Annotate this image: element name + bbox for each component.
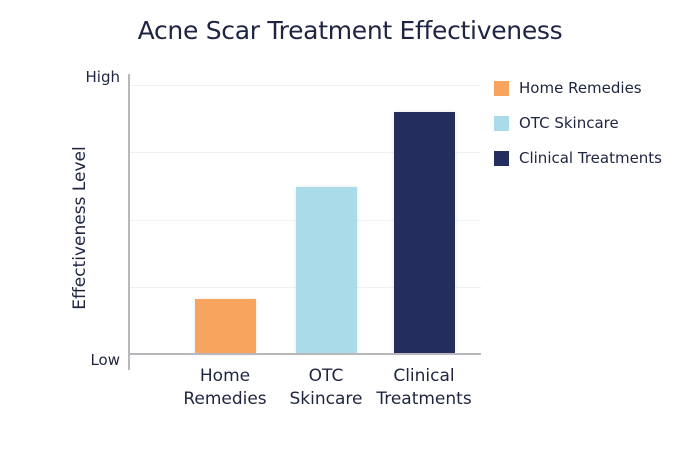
legend-item-clinical-treatments: Clinical Treatments xyxy=(494,147,662,169)
x-label-line: Treatments xyxy=(376,389,472,409)
x-label-line: OTC xyxy=(308,366,344,386)
x-label-line: Skincare xyxy=(289,389,363,409)
y-axis-line xyxy=(128,74,130,370)
x-label-line: Clinical xyxy=(393,366,455,386)
legend-swatch-icon xyxy=(494,80,509,96)
x-label-home-remedies: Home Remedies xyxy=(170,365,280,411)
legend-label: OTC Skincare xyxy=(519,114,619,132)
bar-otc-skincare xyxy=(296,187,357,353)
x-label-clinical-treatments: Clinical Treatments xyxy=(369,365,479,411)
bar-clinical-treatments xyxy=(394,112,455,353)
legend-item-home-remedies: Home Remedies xyxy=(494,77,662,99)
chart-title: Acne Scar Treatment Effectiveness xyxy=(137,16,563,45)
y-axis-title: Effectiveness Level xyxy=(70,146,90,310)
x-label-otc-skincare: OTC Skincare xyxy=(271,365,381,411)
legend-swatch-icon xyxy=(494,115,509,131)
legend-swatch-icon xyxy=(494,150,509,166)
y-tick-low: Low xyxy=(90,351,120,369)
gridline xyxy=(129,85,481,86)
legend-item-otc-skincare: OTC Skincare xyxy=(494,112,662,134)
y-tick-high: High xyxy=(85,68,120,86)
x-axis-line xyxy=(128,353,481,355)
x-label-line: Remedies xyxy=(183,389,267,409)
bar-home-remedies xyxy=(195,299,256,353)
legend-label: Clinical Treatments xyxy=(519,149,662,167)
legend: Home Remedies OTC Skincare Clinical Trea… xyxy=(494,77,662,182)
legend-label: Home Remedies xyxy=(519,79,642,97)
gridline xyxy=(129,152,481,153)
x-label-line: Home xyxy=(199,366,251,386)
